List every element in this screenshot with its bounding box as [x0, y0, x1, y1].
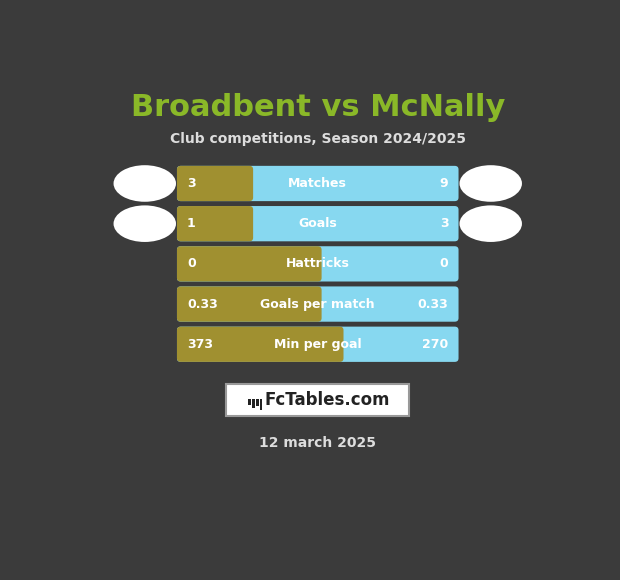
- Text: Matches: Matches: [288, 177, 347, 190]
- Text: FcTables.com: FcTables.com: [265, 391, 390, 409]
- Text: Goals per match: Goals per match: [260, 298, 375, 310]
- Text: 3: 3: [187, 177, 196, 190]
- Bar: [256, 399, 259, 407]
- FancyBboxPatch shape: [177, 327, 459, 362]
- Text: 0.33: 0.33: [187, 298, 218, 310]
- Text: Min per goal: Min per goal: [274, 338, 361, 351]
- Bar: [252, 399, 255, 408]
- Ellipse shape: [113, 205, 176, 242]
- Text: Goals: Goals: [298, 217, 337, 230]
- Text: 3: 3: [440, 217, 448, 230]
- FancyBboxPatch shape: [177, 166, 253, 201]
- FancyBboxPatch shape: [177, 287, 459, 322]
- Ellipse shape: [113, 165, 176, 202]
- Bar: [260, 399, 262, 411]
- FancyBboxPatch shape: [177, 206, 459, 241]
- Ellipse shape: [459, 165, 522, 202]
- Text: Hattricks: Hattricks: [286, 258, 350, 270]
- FancyBboxPatch shape: [226, 385, 409, 416]
- Text: 0: 0: [187, 258, 196, 270]
- Text: 9: 9: [440, 177, 448, 190]
- Bar: [248, 399, 251, 405]
- FancyBboxPatch shape: [177, 246, 459, 281]
- Text: 0.33: 0.33: [418, 298, 448, 310]
- Text: 1: 1: [187, 217, 196, 230]
- FancyBboxPatch shape: [177, 206, 253, 241]
- FancyBboxPatch shape: [177, 327, 343, 362]
- Text: Broadbent vs McNally: Broadbent vs McNally: [131, 93, 505, 122]
- FancyBboxPatch shape: [177, 287, 322, 322]
- Text: Club competitions, Season 2024/2025: Club competitions, Season 2024/2025: [170, 132, 466, 146]
- Text: 12 march 2025: 12 march 2025: [259, 436, 376, 450]
- Text: 270: 270: [422, 338, 448, 351]
- Ellipse shape: [459, 205, 522, 242]
- Text: 0: 0: [440, 258, 448, 270]
- FancyBboxPatch shape: [177, 166, 459, 201]
- FancyBboxPatch shape: [177, 246, 322, 281]
- Text: 373: 373: [187, 338, 213, 351]
